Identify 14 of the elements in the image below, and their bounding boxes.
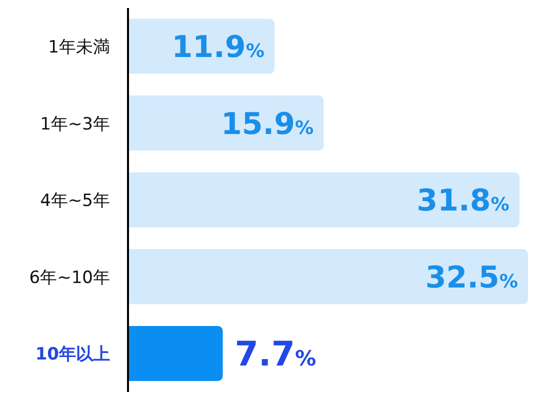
y-tick-label: 6年~10年 xyxy=(29,268,110,288)
bar xyxy=(128,249,528,304)
bar xyxy=(128,326,223,381)
bar xyxy=(128,96,324,151)
y-tick-label: 10年以上 xyxy=(35,344,110,365)
y-tick-label: 1年~3年 xyxy=(40,114,110,134)
data-label: 11.9% xyxy=(172,30,265,66)
data-label: 31.8% xyxy=(416,184,510,219)
data-label: 32.5% xyxy=(425,260,518,296)
y-tick-label: 4年~5年 xyxy=(40,191,110,212)
data-label: 15.9% xyxy=(221,106,314,142)
data-label: 7.7% xyxy=(234,334,316,375)
y-tick-label: 1年未満 xyxy=(48,38,110,58)
bar xyxy=(128,172,520,228)
